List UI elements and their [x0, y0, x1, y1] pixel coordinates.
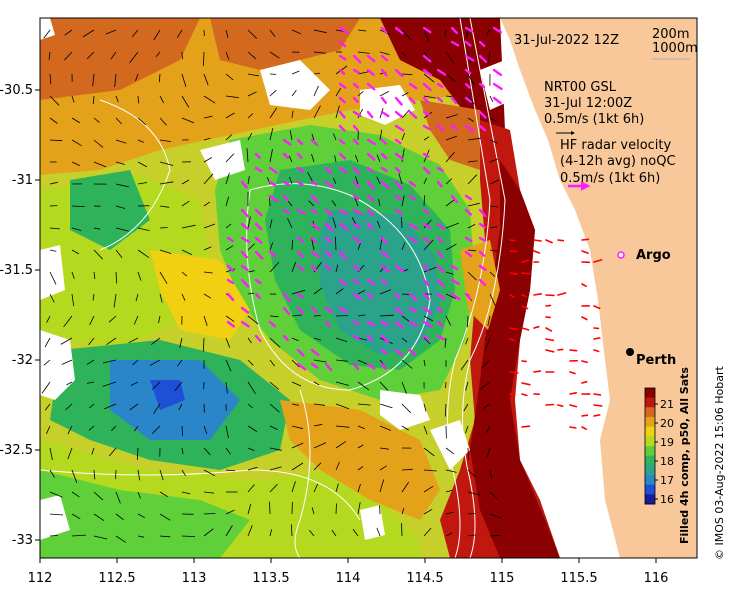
depth-label-1000m: 1000m — [652, 41, 698, 56]
colorbar-swatch — [645, 417, 655, 427]
radar-scale: 0.5m/s (1kt 6h) — [560, 171, 660, 186]
y-tick-label: -33 — [12, 533, 33, 548]
y-tick-label: -32.5 — [0, 443, 33, 458]
x-tick-label: 112 — [28, 571, 53, 586]
colorbar-swatch — [645, 388, 655, 398]
perth-marker — [626, 348, 634, 356]
x-tick-label: 113.5 — [252, 571, 289, 586]
y-tick-label: -32 — [12, 353, 33, 368]
colorbar-swatch — [645, 494, 655, 504]
perth-label: Perth — [636, 353, 676, 368]
colorbar-swatch — [645, 407, 655, 417]
depth-label-200m: 200m — [652, 27, 689, 42]
model-scale: 0.5m/s (1kt 6h) — [544, 112, 644, 127]
colorbar-swatch — [645, 398, 655, 408]
colorbar-tick-label: 18 — [660, 455, 674, 468]
radar-title-line2: (4-12h avg) noQC — [560, 154, 676, 169]
colorbar-label: Filled 4h comp, p50, All Sats — [678, 367, 691, 544]
colorbar-tick-label: 17 — [660, 474, 674, 487]
colorbar-swatch — [645, 456, 655, 466]
colorbar-swatch — [645, 436, 655, 446]
colorbar-swatch — [645, 475, 655, 485]
radar-title-line1: HF radar velocity — [560, 138, 672, 153]
x-tick-label: 115.5 — [560, 571, 597, 586]
credit-label: © IMOS 03-Aug-2022 15:06 Hobart — [713, 366, 726, 560]
x-tick-label: 116 — [644, 571, 669, 586]
x-tick-label: 114 — [336, 571, 361, 586]
y-tick-label: -31 — [12, 173, 33, 188]
x-tick-label: 112.5 — [98, 571, 135, 586]
x-tick-label: 115 — [490, 571, 515, 586]
timestamp-label: 31-Jul-2022 12Z — [514, 33, 619, 48]
colorbar-swatch — [645, 485, 655, 495]
colorbar-tick-label: 19 — [660, 436, 674, 449]
colorbar-tick-label: 16 — [660, 493, 674, 506]
colorbar-swatch — [645, 427, 655, 437]
y-tick-label: -31.5 — [0, 263, 33, 278]
x-tick-label: 113 — [182, 571, 207, 586]
y-axis: -30.5 -31 -31.5 -32 -32.5 -33 — [0, 83, 40, 548]
y-tick-label: -30.5 — [0, 83, 33, 98]
colorbar-tick-label: 20 — [660, 417, 674, 430]
argo-label: Argo — [636, 248, 671, 263]
colorbar-swatch — [645, 446, 655, 456]
argo-marker — [618, 252, 624, 258]
colorbar-tick-label: 21 — [660, 398, 674, 411]
x-axis: 112 112.5 113 113.5 114 114.5 115 115.5 116 — [28, 558, 669, 586]
colorbar-swatch — [645, 465, 655, 475]
model-title: NRT00 GSL — [544, 80, 617, 95]
model-time: 31-Jul 12:00Z — [544, 96, 632, 111]
x-tick-label: 114.5 — [406, 571, 443, 586]
